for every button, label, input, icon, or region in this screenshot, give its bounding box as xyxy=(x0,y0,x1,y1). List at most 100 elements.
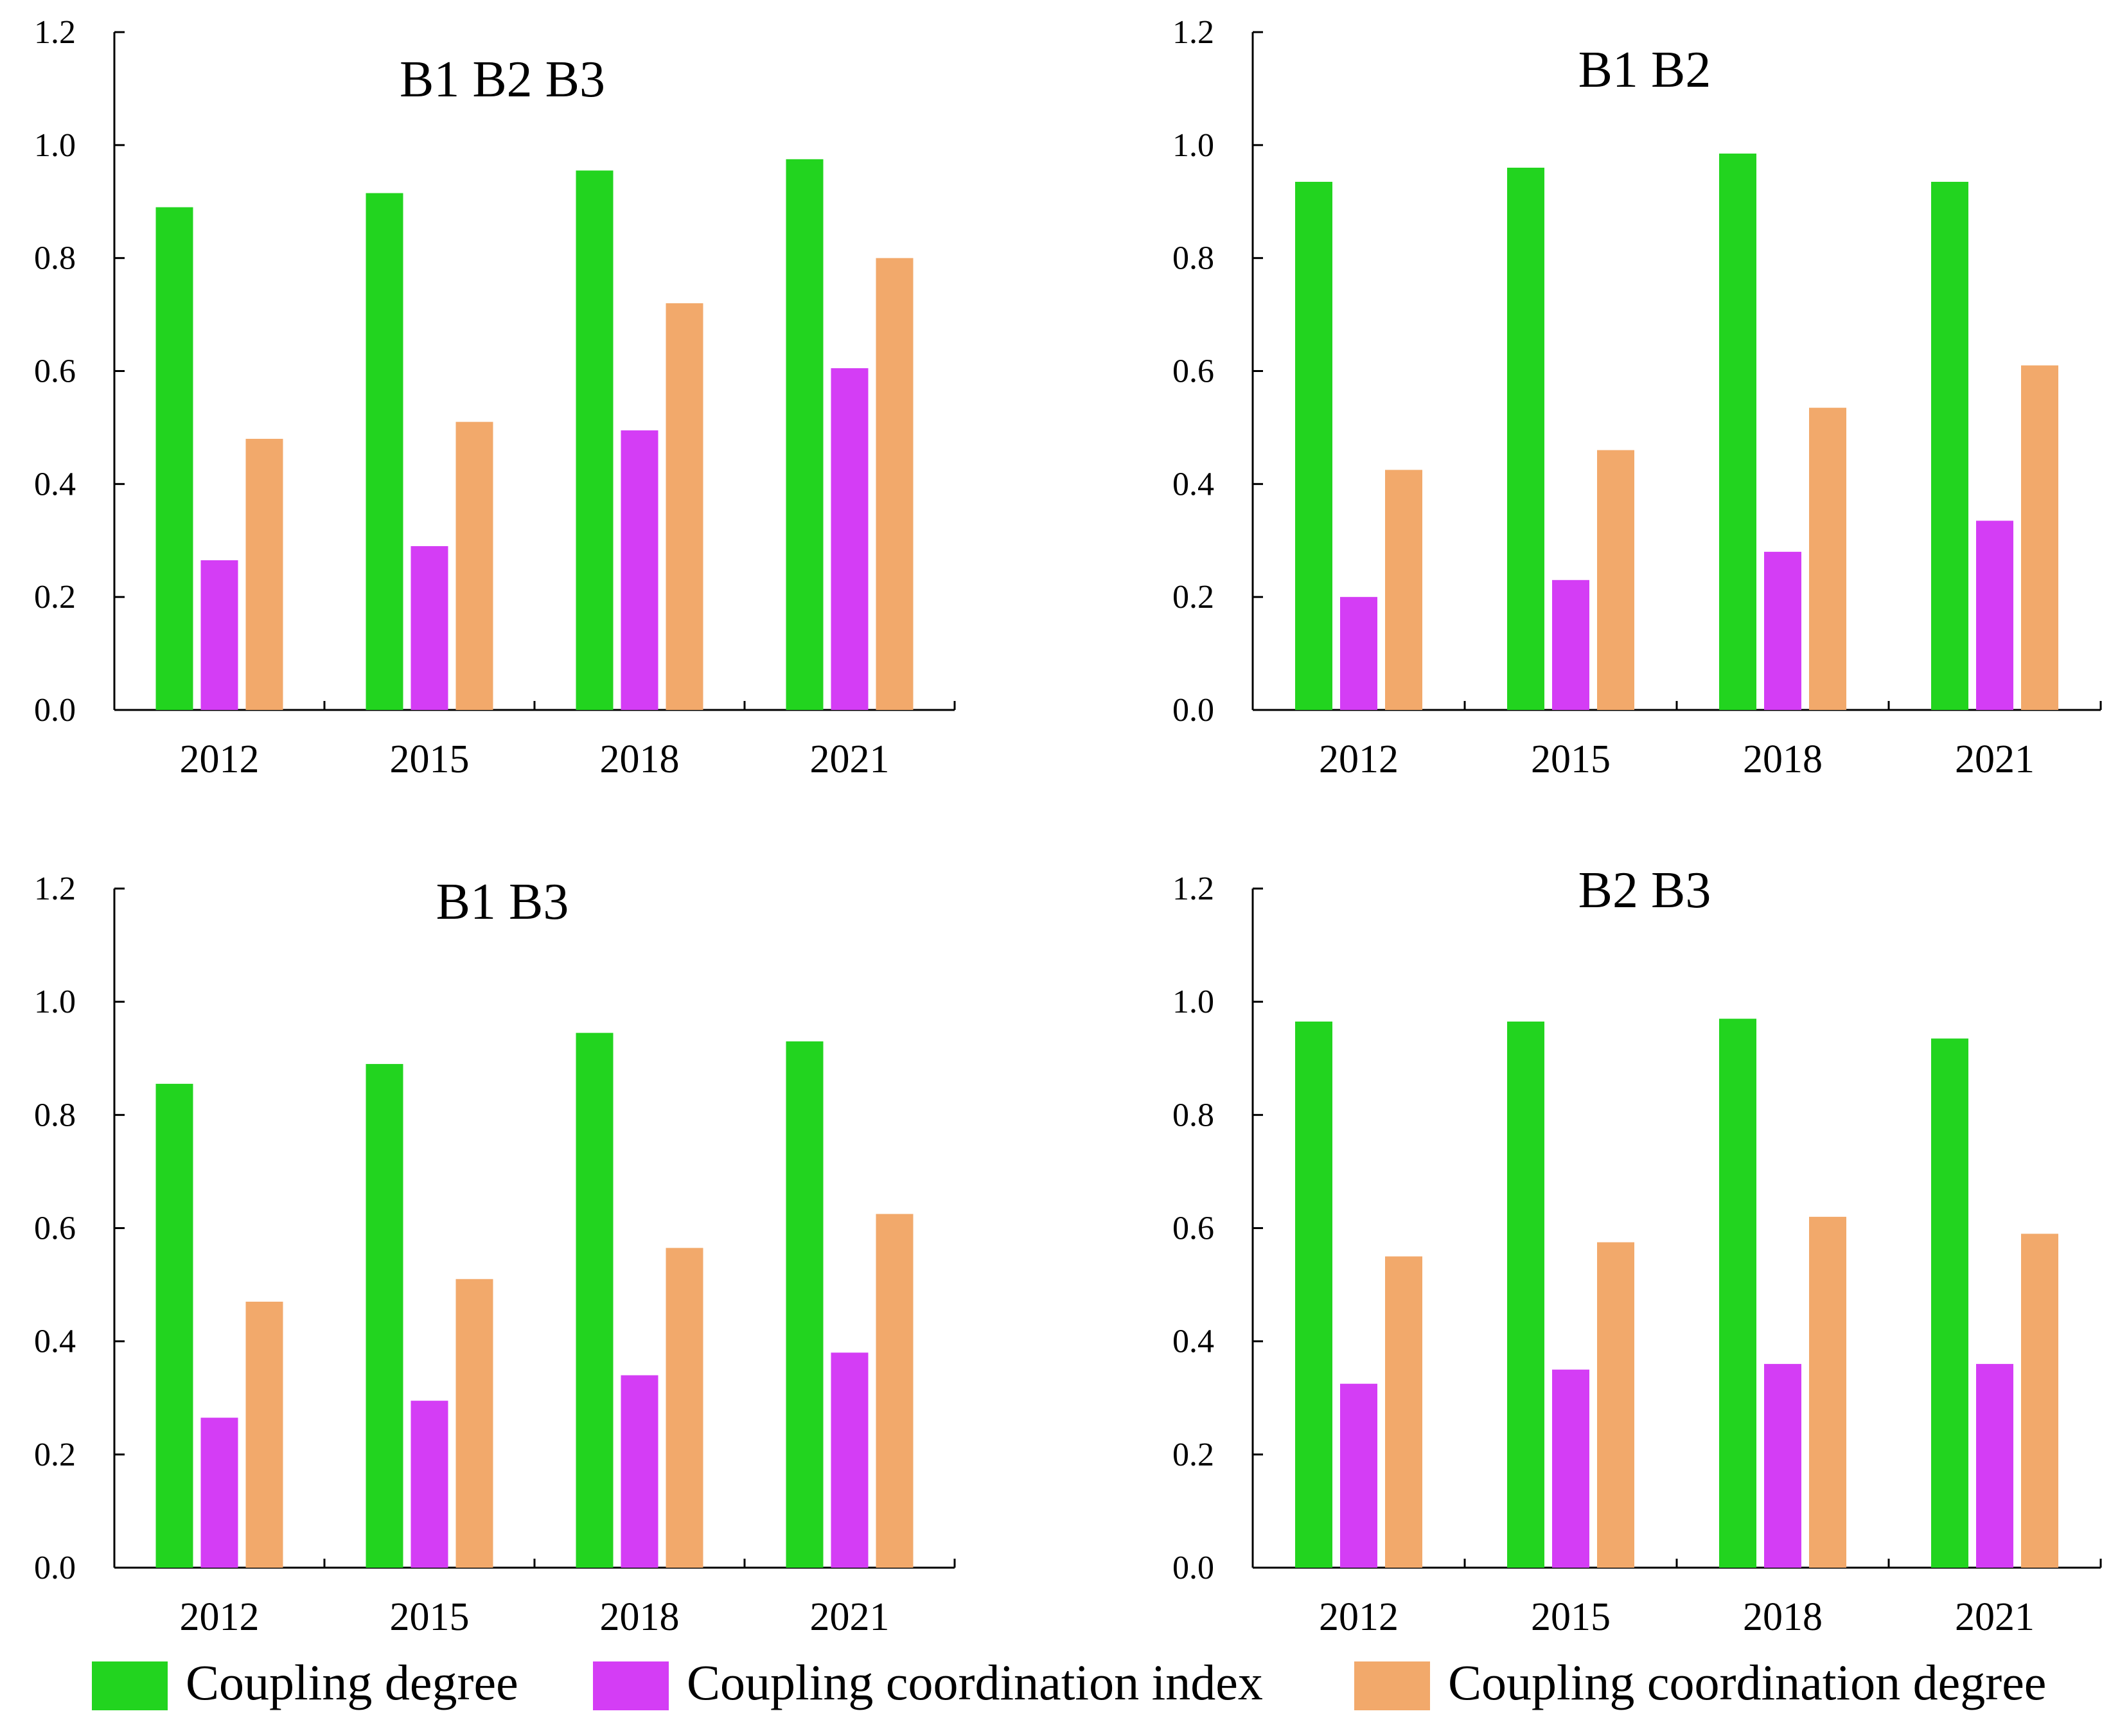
x-tick-label: 2012 xyxy=(180,738,260,781)
bar-coupling-coordination-degree-2021 xyxy=(876,1214,914,1568)
bar-coupling-degree-2018 xyxy=(1719,154,1756,711)
bar-coupling-coordination-index-2018 xyxy=(621,1375,658,1568)
y-tick-label: 0.4 xyxy=(34,1324,76,1360)
bar-coupling-coordination-degree-2018 xyxy=(666,1248,703,1568)
y-tick-label: 1.2 xyxy=(1172,14,1214,51)
bar-coupling-coordination-degree-2015 xyxy=(455,1279,493,1568)
x-tick-label: 2012 xyxy=(180,1595,260,1639)
bar-coupling-coordination-degree-2021 xyxy=(2021,365,2058,710)
x-tick-label: 2021 xyxy=(810,1595,890,1639)
y-tick-label: 0.4 xyxy=(1172,1324,1214,1360)
y-tick-label: 1.0 xyxy=(34,984,76,1020)
bar-coupling-degree-2012 xyxy=(1295,181,1332,711)
y-tick-label: 0.0 xyxy=(1172,692,1214,729)
bar-coupling-coordination-degree-2018 xyxy=(1809,1216,1846,1568)
y-tick-label: 0.8 xyxy=(34,240,76,277)
bar-coupling-degree-2021 xyxy=(1931,1038,1968,1568)
chart-title: B1 B3 xyxy=(436,874,569,930)
chart-title: B1 B2 B3 xyxy=(400,51,605,108)
bar-coupling-coordination-degree-2012 xyxy=(1385,470,1422,710)
x-tick-label: 2015 xyxy=(1531,738,1611,781)
x-tick-label: 2015 xyxy=(1531,1595,1611,1639)
y-tick-label: 0.6 xyxy=(34,1210,76,1247)
bar-coupling-degree-2015 xyxy=(1507,168,1544,710)
y-tick-label: 1.0 xyxy=(1172,127,1214,164)
legend-swatch xyxy=(593,1661,669,1710)
legend-label: Coupling coordination index xyxy=(687,1654,1263,1710)
y-tick-label: 1.0 xyxy=(1172,984,1214,1020)
chart-panel-3: 0.0 0.2 0.4 0.6 0.8 1.0 1.2 2012 2015 2018 2021 B1 … xyxy=(34,871,956,1639)
y-tick-label: 1.0 xyxy=(34,127,76,164)
bar-coupling-degree-2015 xyxy=(366,1064,403,1568)
y-tick-label: 0.0 xyxy=(34,692,76,729)
y-tick-label: 0.4 xyxy=(34,466,76,502)
bar-coupling-coordination-index-2021 xyxy=(831,1352,869,1568)
bar-coupling-degree-2018 xyxy=(576,170,614,710)
bar-coupling-coordination-index-2021 xyxy=(831,368,869,710)
bar-coupling-degree-2018 xyxy=(576,1032,614,1568)
bar-coupling-coordination-index-2021 xyxy=(1976,1363,2013,1568)
y-tick-label: 0.2 xyxy=(34,1437,76,1473)
bar-coupling-coordination-degree-2015 xyxy=(1597,1242,1634,1568)
x-tick-label: 2018 xyxy=(1743,1595,1823,1639)
x-tick-label: 2021 xyxy=(1955,738,2035,781)
bar-coupling-coordination-index-2012 xyxy=(1340,1383,1377,1568)
chart-title: B1 B2 xyxy=(1578,42,1711,98)
bar-coupling-coordination-index-2012 xyxy=(1340,597,1377,710)
bar-coupling-coordination-index-2012 xyxy=(200,1417,238,1568)
bar-coupling-coordination-index-2018 xyxy=(1764,551,1801,710)
bar-coupling-coordination-degree-2021 xyxy=(2021,1234,2058,1568)
y-tick-label: 0.8 xyxy=(1172,1097,1214,1133)
y-tick-label: 0.8 xyxy=(34,1097,76,1133)
bar-coupling-degree-2012 xyxy=(155,1083,193,1568)
chart-title: B2 B3 xyxy=(1578,862,1711,919)
y-tick-label: 0.2 xyxy=(1172,1437,1214,1473)
y-tick-label: 0.6 xyxy=(34,353,76,390)
x-tick-label: 2012 xyxy=(1319,1595,1399,1639)
bar-coupling-coordination-index-2012 xyxy=(200,560,238,710)
y-tick-label: 0.6 xyxy=(1172,1210,1214,1247)
bar-coupling-degree-2015 xyxy=(1507,1021,1544,1568)
y-tick-label: 0.6 xyxy=(1172,353,1214,390)
x-tick-label: 2012 xyxy=(1319,738,1399,781)
y-tick-label: 1.2 xyxy=(1172,871,1214,907)
legend-label: Coupling coordination degree xyxy=(1448,1654,2046,1710)
y-tick-label: 0.8 xyxy=(1172,240,1214,277)
x-tick-label: 2018 xyxy=(600,738,680,781)
bar-coupling-degree-2012 xyxy=(155,207,193,711)
bar-coupling-coordination-index-2015 xyxy=(411,546,448,710)
bar-coupling-coordination-degree-2018 xyxy=(1809,407,1846,710)
bar-coupling-degree-2021 xyxy=(1931,181,1968,711)
bar-coupling-coordination-index-2015 xyxy=(1552,580,1589,710)
bar-coupling-coordination-degree-2015 xyxy=(455,421,493,710)
chart-panel-1: 0.0 0.2 0.4 0.6 0.8 1.0 1.2 2012 2015 2018 2021 B1 … xyxy=(34,14,956,781)
chart-panel-4: 0.0 0.2 0.4 0.6 0.8 1.0 1.2 2012 2015 2018 2021 B2 … xyxy=(1172,862,2102,1639)
y-tick-label: 0.2 xyxy=(1172,579,1214,616)
bar-coupling-coordination-index-2015 xyxy=(411,1401,448,1568)
bar-coupling-coordination-degree-2012 xyxy=(245,439,283,710)
bar-coupling-coordination-index-2015 xyxy=(1552,1369,1589,1568)
legend: Coupling degree Coupling coordination ind… xyxy=(92,1654,2046,1710)
y-tick-label: 0.0 xyxy=(1172,1550,1214,1586)
y-tick-label: 1.2 xyxy=(34,871,76,907)
bar-coupling-degree-2015 xyxy=(366,193,403,710)
bar-coupling-degree-2021 xyxy=(786,159,824,710)
y-tick-label: 0.4 xyxy=(1172,466,1214,502)
bar-coupling-degree-2012 xyxy=(1295,1021,1332,1568)
x-tick-label: 2021 xyxy=(1955,1595,2035,1639)
x-tick-label: 2021 xyxy=(810,738,890,781)
x-tick-label: 2018 xyxy=(600,1595,680,1639)
y-tick-label: 1.2 xyxy=(34,14,76,51)
legend-swatch xyxy=(1354,1661,1430,1710)
bar-coupling-degree-2021 xyxy=(786,1041,824,1568)
bar-coupling-coordination-degree-2021 xyxy=(876,258,914,711)
bar-coupling-coordination-index-2018 xyxy=(1764,1363,1801,1568)
bar-coupling-coordination-degree-2012 xyxy=(1385,1256,1422,1568)
legend-swatch xyxy=(92,1661,168,1710)
x-tick-label: 2015 xyxy=(390,1595,470,1639)
chart-panel-2: 0.0 0.2 0.4 0.6 0.8 1.0 1.2 2012 2015 2018 2021 B1 … xyxy=(1172,14,2102,781)
bar-coupling-coordination-index-2018 xyxy=(621,430,658,710)
bar-coupling-coordination-index-2021 xyxy=(1976,520,2013,710)
y-tick-label: 0.0 xyxy=(34,1550,76,1586)
